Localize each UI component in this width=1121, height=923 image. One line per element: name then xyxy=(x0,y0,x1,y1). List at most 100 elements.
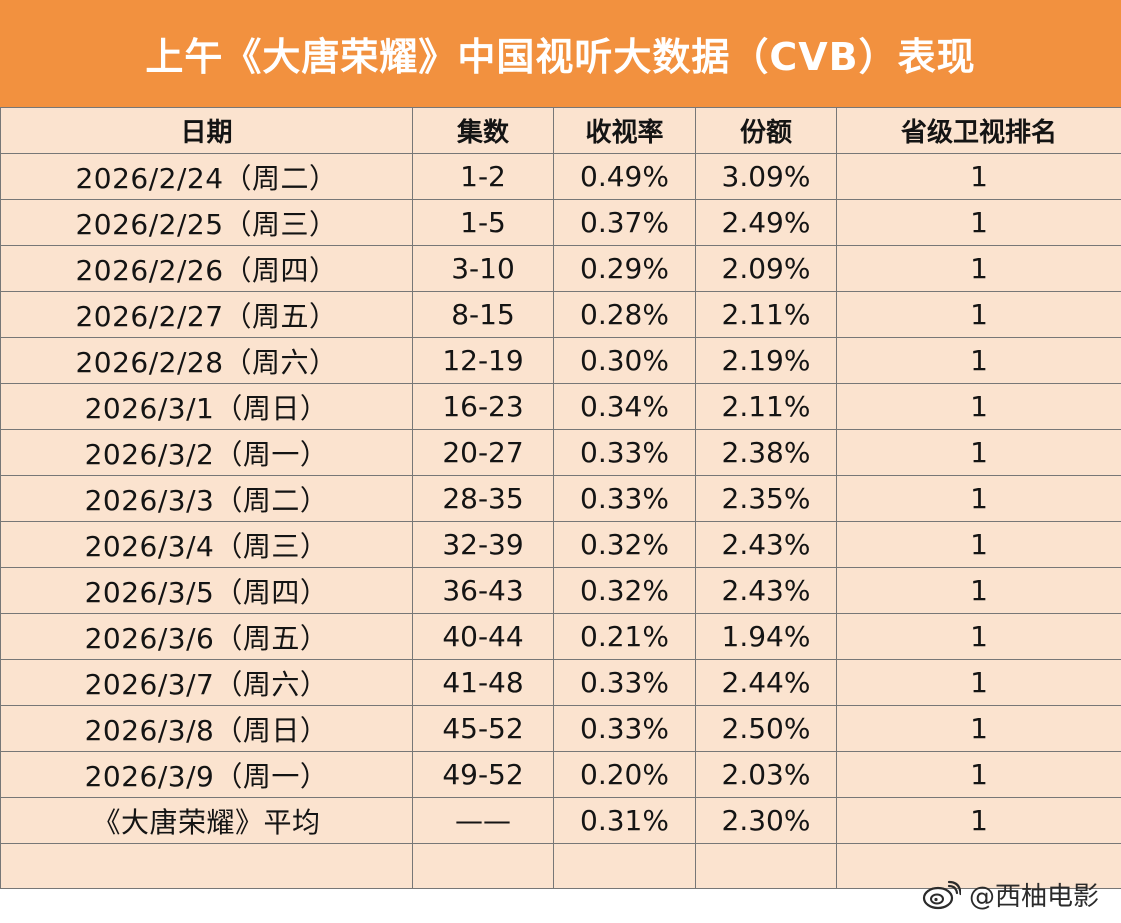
cell-episodes: 36-43 xyxy=(412,567,554,614)
table-row: 2026/3/8（周日） 45-52 0.33% 2.50% 1 xyxy=(0,705,1121,752)
table-row: 2026/3/7（周六） 41-48 0.33% 2.44% 1 xyxy=(0,659,1121,706)
cell-episodes: 16-23 xyxy=(412,383,554,430)
cell-rating: 0.33% xyxy=(553,429,696,476)
cell-rating: 0.28% xyxy=(553,291,696,338)
weibo-icon xyxy=(922,880,961,909)
cell-rank: 1 xyxy=(836,245,1121,292)
empty-row xyxy=(0,843,1121,889)
table-title: 上午《大唐荣耀》中国视听大数据（CVB）表现 xyxy=(0,0,1121,107)
cell-rank: 1 xyxy=(836,199,1121,246)
cell-share: 1.94% xyxy=(695,613,837,660)
header-rank: 省级卫视排名 xyxy=(836,107,1121,154)
cell-date: 2026/2/25（周三） xyxy=(0,199,413,246)
cell-episodes: —— xyxy=(412,797,554,844)
cell-episodes: 41-48 xyxy=(412,659,554,706)
table-row: 2026/3/1（周日） 16-23 0.34% 2.11% 1 xyxy=(0,383,1121,430)
cell-share: 2.11% xyxy=(695,291,837,338)
header-episodes: 集数 xyxy=(412,107,554,154)
cell-rating: 0.32% xyxy=(553,567,696,614)
cell-date: 2026/3/3（周二） xyxy=(0,475,413,522)
cell-rank: 1 xyxy=(836,291,1121,338)
header-date: 日期 xyxy=(0,107,413,154)
cell-episodes: 49-52 xyxy=(412,751,554,798)
table-body: 2026/2/24（周二） 1-2 0.49% 3.09% 1 2026/2/25（周三）… xyxy=(0,153,1121,889)
cell-share: 2.44% xyxy=(695,659,837,706)
cell-rank: 1 xyxy=(836,521,1121,568)
cell-rating: 0.31% xyxy=(553,797,696,844)
cell-rank: 1 xyxy=(836,337,1121,384)
cell-share: 2.19% xyxy=(695,337,837,384)
cell-episodes: 12-19 xyxy=(412,337,554,384)
cell-date: 2026/2/24（周二） xyxy=(0,153,413,200)
empty-cell xyxy=(412,843,554,889)
cell-date: 2026/2/28（周六） xyxy=(0,337,413,384)
cell-rank: 1 xyxy=(836,383,1121,430)
cell-rating: 0.37% xyxy=(553,199,696,246)
cell-rating: 0.49% xyxy=(553,153,696,200)
cell-share: 2.11% xyxy=(695,383,837,430)
table-row: 2026/3/3（周二） 28-35 0.33% 2.35% 1 xyxy=(0,475,1121,522)
cell-episodes: 1-2 xyxy=(412,153,554,200)
cell-rank: 1 xyxy=(836,705,1121,752)
cell-episodes: 20-27 xyxy=(412,429,554,476)
cell-rank: 1 xyxy=(836,613,1121,660)
table-row: 2026/3/4（周三） 32-39 0.32% 2.43% 1 xyxy=(0,521,1121,568)
watermark: @西柚电影 xyxy=(921,876,1099,913)
cell-date: 2026/3/9（周一） xyxy=(0,751,413,798)
cell-episodes: 32-39 xyxy=(412,521,554,568)
cell-rating: 0.21% xyxy=(553,613,696,660)
cell-rank: 1 xyxy=(836,659,1121,706)
table-row: 2026/3/9（周一） 49-52 0.20% 2.03% 1 xyxy=(0,751,1121,798)
cell-episodes: 3-10 xyxy=(412,245,554,292)
cell-rating: 0.32% xyxy=(553,521,696,568)
cell-episodes: 45-52 xyxy=(412,705,554,752)
cell-date: 2026/3/5（周四） xyxy=(0,567,413,614)
table-row: 2026/3/6（周五） 40-44 0.21% 1.94% 1 xyxy=(0,613,1121,660)
table-row: 2026/3/2（周一） 20-27 0.33% 2.38% 1 xyxy=(0,429,1121,476)
cell-date: 2026/2/27（周五） xyxy=(0,291,413,338)
watermark-text: @西柚电影 xyxy=(968,882,1099,912)
cell-rating: 0.33% xyxy=(553,659,696,706)
cell-share: 2.49% xyxy=(695,199,837,246)
cell-rating: 0.30% xyxy=(553,337,696,384)
cell-date: 2026/2/26（周四） xyxy=(0,245,413,292)
cell-rank: 1 xyxy=(836,567,1121,614)
cell-date: 2026/3/2（周一） xyxy=(0,429,413,476)
table-row: 2026/2/26（周四） 3-10 0.29% 2.09% 1 xyxy=(0,245,1121,292)
cell-rating: 0.34% xyxy=(553,383,696,430)
cell-share: 2.38% xyxy=(695,429,837,476)
cell-rank: 1 xyxy=(836,751,1121,798)
cell-episodes: 40-44 xyxy=(412,613,554,660)
empty-cell xyxy=(695,843,837,889)
cell-share: 2.30% xyxy=(695,797,837,844)
cell-rank: 1 xyxy=(836,429,1121,476)
table-row: 2026/2/27（周五） 8-15 0.28% 2.11% 1 xyxy=(0,291,1121,338)
cell-rank: 1 xyxy=(836,797,1121,844)
cell-rating: 0.20% xyxy=(553,751,696,798)
table-row: 2026/2/25（周三） 1-5 0.37% 2.49% 1 xyxy=(0,199,1121,246)
header-share: 份额 xyxy=(695,107,837,154)
cell-share: 2.35% xyxy=(695,475,837,522)
cell-date: 2026/3/8（周日） xyxy=(0,705,413,752)
cell-share: 2.43% xyxy=(695,521,837,568)
empty-cell xyxy=(553,843,696,889)
cell-episodes: 28-35 xyxy=(412,475,554,522)
empty-cell xyxy=(836,843,1121,889)
cell-date: 2026/3/6（周五） xyxy=(0,613,413,660)
header-rating: 收视率 xyxy=(553,107,696,154)
cell-rank: 1 xyxy=(836,153,1121,200)
cell-date: 《大唐荣耀》平均 xyxy=(0,797,413,844)
cell-rating: 0.29% xyxy=(553,245,696,292)
table-row: 2026/3/5（周四） 36-43 0.32% 2.43% 1 xyxy=(0,567,1121,614)
cell-date: 2026/3/4（周三） xyxy=(0,521,413,568)
cell-rating: 0.33% xyxy=(553,475,696,522)
cell-share: 2.03% xyxy=(695,751,837,798)
cell-share: 2.09% xyxy=(695,245,837,292)
cell-episodes: 1-5 xyxy=(412,199,554,246)
cell-share: 2.43% xyxy=(695,567,837,614)
cell-episodes: 8-15 xyxy=(412,291,554,338)
table-row: 2026/2/28（周六） 12-19 0.30% 2.19% 1 xyxy=(0,337,1121,384)
average-row: 《大唐荣耀》平均 —— 0.31% 2.30% 1 xyxy=(0,797,1121,844)
ratings-table: 日期 集数 收视率 份额 省级卫视排名 2026/2/24（周二） 1-2 0.49… xyxy=(0,107,1121,889)
